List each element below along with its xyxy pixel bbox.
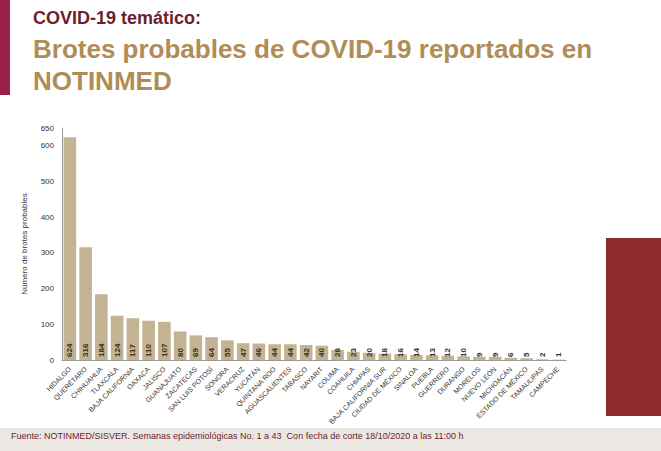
svg-text:16: 16	[396, 348, 405, 357]
svg-text:SAN LUIS POTOSÍ: SAN LUIS POTOSÍ	[166, 365, 215, 413]
svg-text:SINALOA: SINALOA	[392, 365, 419, 392]
svg-text:BAJA CALIFORNIA SUR: BAJA CALIFORNIA SUR	[328, 366, 388, 426]
svg-text:GUANAJUATO: GUANAJUATO	[144, 365, 183, 404]
svg-text:GUERRERO: GUERRERO	[416, 365, 451, 399]
svg-text:NAYARIT: NAYARIT	[298, 365, 325, 392]
svg-text:400: 400	[41, 213, 55, 222]
svg-text:1: 1	[554, 352, 563, 357]
svg-text:2: 2	[538, 352, 547, 357]
svg-text:SONORA: SONORA	[203, 365, 230, 392]
svg-text:9: 9	[475, 352, 484, 357]
svg-text:NUEVO LEÓN: NUEVO LEÓN	[460, 365, 498, 403]
svg-text:18: 18	[380, 348, 389, 357]
svg-text:69: 69	[191, 348, 200, 357]
svg-text:HIDALGO: HIDALGO	[45, 365, 73, 393]
svg-text:10: 10	[459, 348, 468, 357]
svg-text:44: 44	[286, 348, 295, 357]
svg-text:20: 20	[365, 348, 374, 357]
svg-text:QUINTANA ROO: QUINTANA ROO	[234, 365, 278, 408]
svg-text:46: 46	[254, 348, 263, 357]
svg-text:CHIHUAHUA: CHIHUAHUA	[69, 365, 104, 400]
svg-text:VERACRUZ: VERACRUZ	[213, 365, 246, 398]
svg-text:ESTADO DE MÉXICO: ESTADO DE MÉXICO	[475, 365, 530, 420]
svg-text:40: 40	[317, 348, 326, 357]
svg-text:CHIAPAS: CHIAPAS	[345, 365, 372, 392]
svg-text:CAMPECHE: CAMPECHE	[528, 365, 561, 398]
svg-text:Brotes probables de COVID-19 r: Brotes probables de COVID-19 reportados …	[33, 34, 599, 64]
svg-text:300: 300	[41, 248, 55, 257]
svg-text:80: 80	[176, 348, 185, 357]
svg-text:Número de brotes probables: Número de brotes probables	[20, 193, 29, 294]
svg-text:OAXACA: OAXACA	[125, 365, 152, 392]
svg-text:14: 14	[412, 348, 421, 357]
svg-text:DURANGO: DURANGO	[435, 365, 467, 396]
svg-text:117: 117	[128, 344, 137, 357]
svg-text:600: 600	[41, 141, 55, 150]
svg-text:CIUDAD DE MÉXICO: CIUDAD DE MÉXICO	[349, 364, 403, 418]
svg-text:650: 650	[41, 124, 55, 133]
svg-text:ZACATECAS: ZACATECAS	[164, 365, 199, 400]
svg-text:MORELOS: MORELOS	[452, 365, 482, 396]
svg-text:AGUASCALIENTES: AGUASCALIENTES	[243, 365, 293, 416]
svg-text:500: 500	[41, 177, 55, 186]
svg-text:6: 6	[506, 352, 515, 357]
svg-text:55: 55	[223, 348, 232, 357]
svg-text:316: 316	[81, 343, 90, 357]
svg-text:13: 13	[428, 348, 437, 357]
svg-text:42: 42	[302, 348, 311, 357]
svg-text:JALISCO: JALISCO	[141, 365, 167, 392]
svg-text:TLAXCALA: TLAXCALA	[89, 365, 120, 396]
svg-text:TAMAULIPAS: TAMAULIPAS	[509, 365, 545, 401]
svg-text:NOTINMED: NOTINMED	[33, 66, 172, 96]
svg-text:QUERÉTARO: QUERÉTARO	[52, 365, 89, 402]
svg-text:PUEBLA: PUEBLA	[410, 365, 435, 390]
svg-text:MICHOACÁN: MICHOACÁN	[478, 365, 514, 401]
svg-text:BAJA CALIFORNIA: BAJA CALIFORNIA	[87, 365, 136, 414]
svg-text:64: 64	[207, 348, 216, 357]
svg-text:COAHUILA: COAHUILA	[325, 365, 356, 396]
svg-text:28: 28	[333, 348, 342, 357]
svg-text:COLIMA: COLIMA	[316, 365, 341, 390]
svg-text:124: 124	[113, 343, 122, 357]
svg-text:TABASCO: TABASCO	[280, 365, 309, 394]
svg-text:624: 624	[65, 343, 74, 357]
svg-text:COVID-19 temático:: COVID-19 temático:	[33, 8, 201, 28]
svg-text:107: 107	[160, 343, 169, 357]
svg-text:0: 0	[50, 356, 55, 365]
svg-text:110: 110	[144, 344, 153, 357]
svg-text:12: 12	[443, 348, 452, 357]
svg-text:5: 5	[522, 352, 531, 357]
svg-text:YUCATÁN: YUCATÁN	[233, 365, 262, 394]
svg-text:47: 47	[239, 348, 248, 357]
svg-text:184: 184	[97, 343, 106, 357]
svg-text:23: 23	[349, 348, 358, 357]
svg-text:100: 100	[41, 320, 55, 329]
svg-text:9: 9	[491, 352, 500, 357]
svg-text:Fuente: NOTINMED/SISVER. Seman: Fuente: NOTINMED/SISVER. Semanas epidemi…	[11, 431, 464, 441]
svg-text:44: 44	[270, 348, 279, 357]
svg-text:200: 200	[41, 284, 55, 293]
